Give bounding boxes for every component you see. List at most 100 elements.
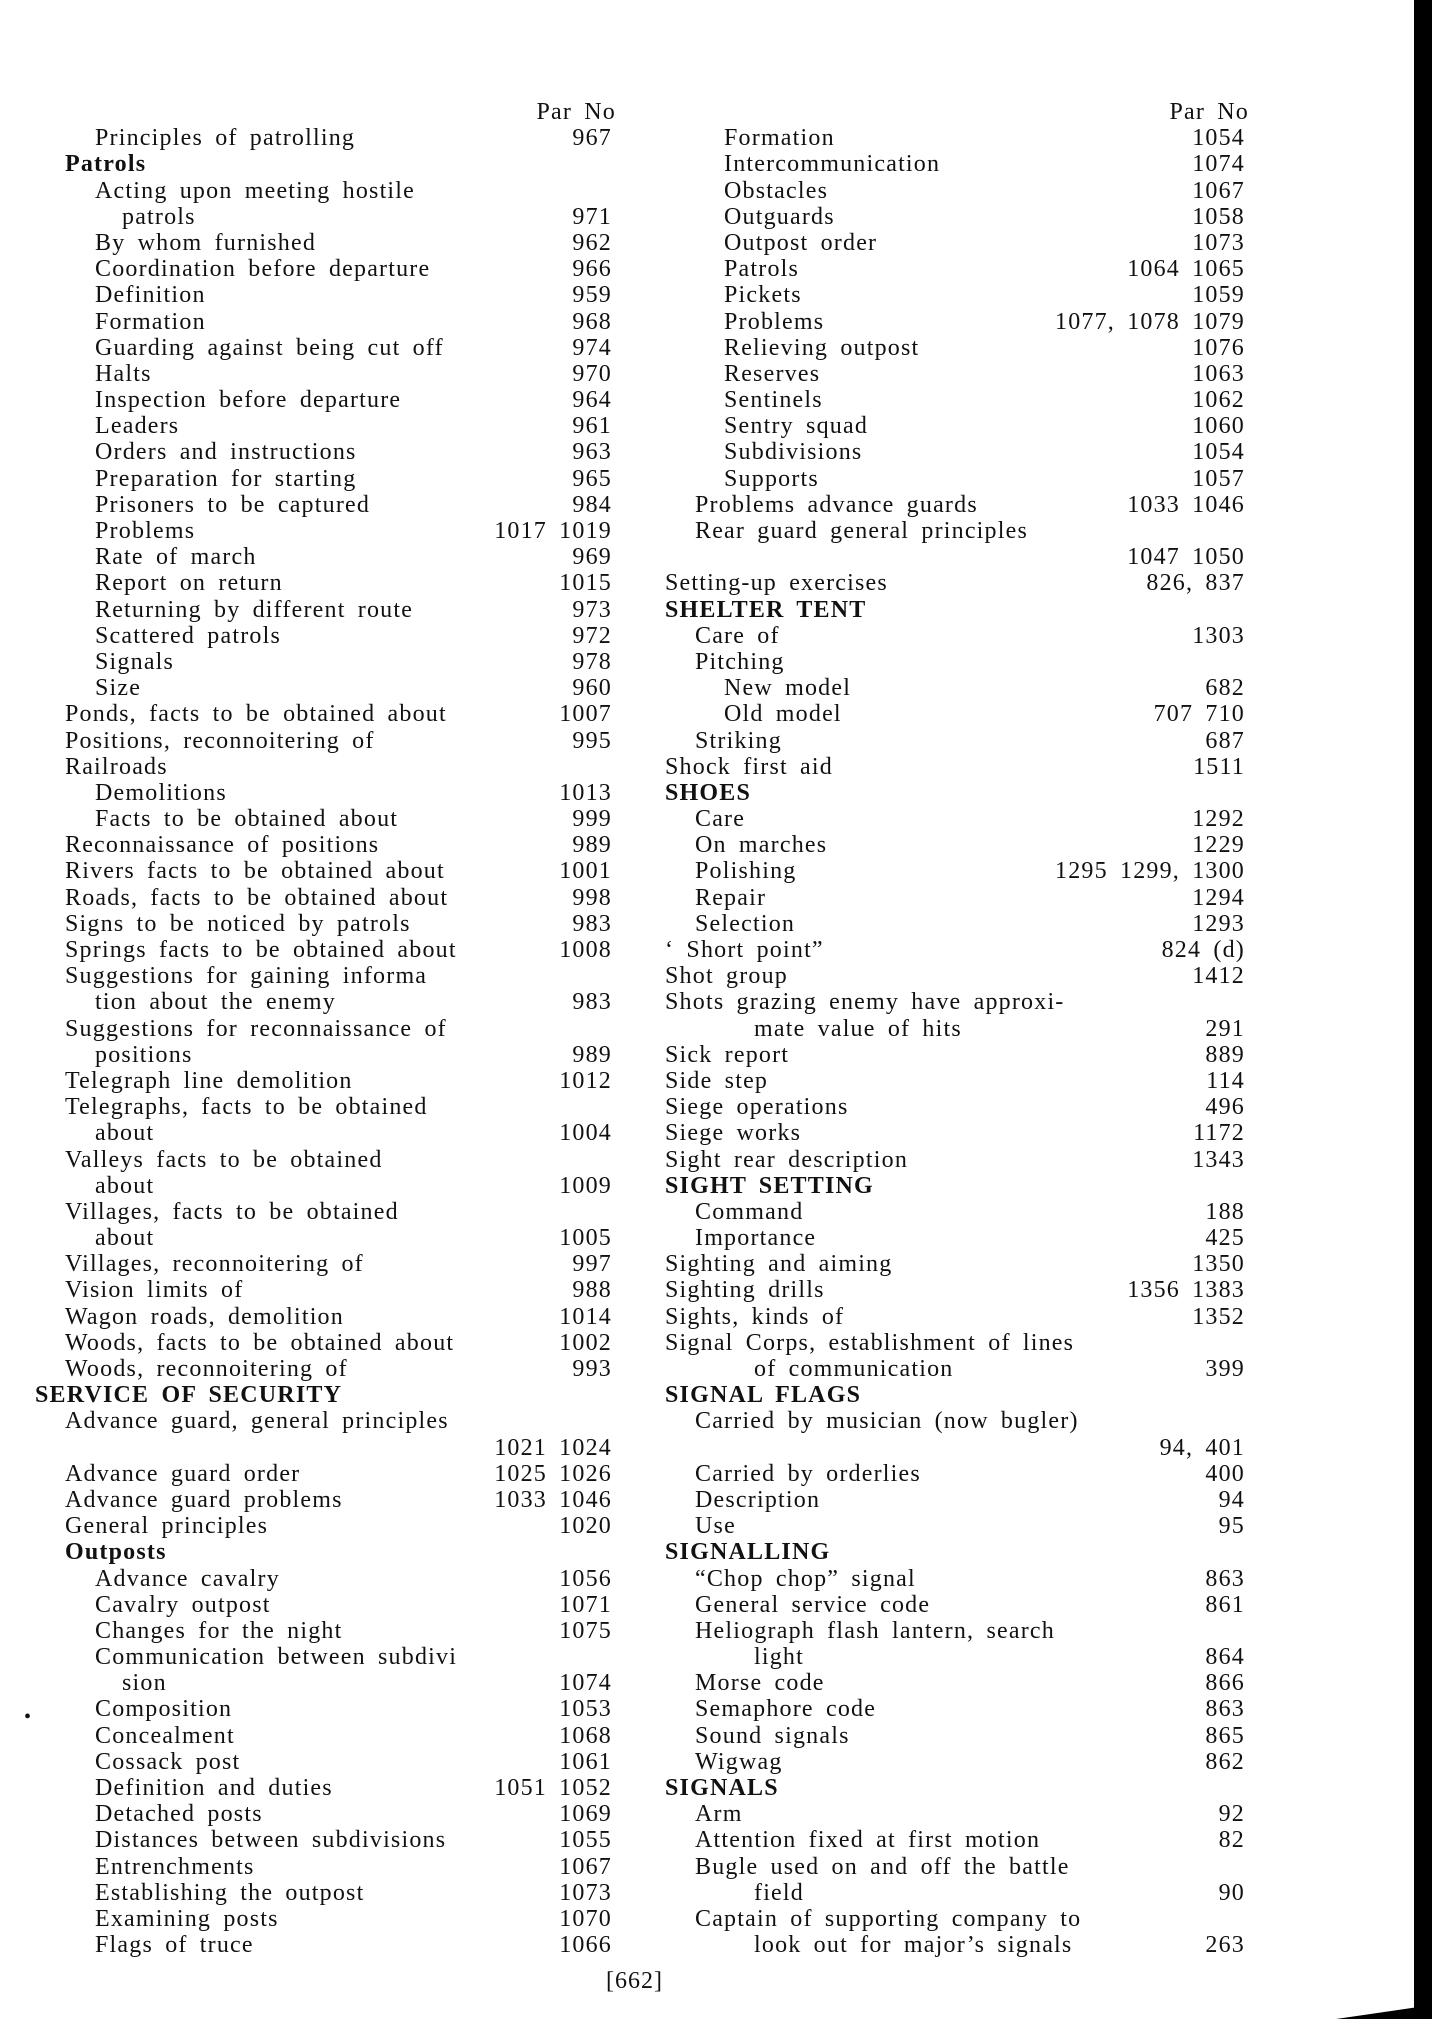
- paragraph-number: 973: [572, 596, 612, 623]
- paragraph-number: 961: [572, 413, 612, 440]
- index-entry: Selection 1293: [630, 911, 1245, 937]
- index-entry: Shots grazing enemy have approxi-: [630, 989, 1245, 1015]
- index-entry: Entrenchments 1067: [0, 1854, 612, 1880]
- entry-text: Halts: [95, 360, 152, 387]
- entry-text: Sound signals: [695, 1722, 850, 1749]
- paragraph-number: 95: [1218, 1513, 1245, 1540]
- index-entry: Positions, reconnoitering of 995: [0, 728, 612, 754]
- index-entry: Facts to be obtained about 999: [0, 806, 612, 832]
- entry-text: Demolitions: [95, 779, 227, 806]
- paragraph-number: 963: [572, 439, 612, 466]
- index-entry: Definition 959: [0, 282, 612, 308]
- paragraph-number: 1053: [559, 1696, 612, 1723]
- entry-text: about: [95, 1120, 155, 1147]
- index-entry: Reconnaissance of positions 989: [0, 832, 612, 858]
- paragraph-number: 863: [1205, 1696, 1245, 1723]
- index-entry: On marches 1229: [630, 832, 1245, 858]
- entry-text: Formation: [95, 308, 206, 335]
- paragraph-number: 82: [1218, 1827, 1245, 1854]
- index-entry: Care 1292: [630, 806, 1245, 832]
- index-entry: tion about the enemy 983: [0, 989, 612, 1015]
- index-entry: Setting-up exercises 826, 837: [630, 570, 1245, 596]
- index-entry: Care of 1303: [630, 623, 1245, 649]
- paragraph-number: 1229: [1192, 832, 1245, 859]
- paragraph-number: 1511: [1193, 753, 1245, 780]
- paragraph-number: 966: [572, 256, 612, 283]
- entry-text: Reconnaissance of positions: [65, 832, 380, 859]
- index-entry: Problems 1017 1019: [0, 518, 612, 544]
- paragraph-number: 1012: [559, 1067, 612, 1094]
- entry-text: Sighting and aiming: [665, 1251, 893, 1278]
- index-entry: Sound signals 865: [630, 1723, 1245, 1749]
- index-entry: Detached posts 1069: [0, 1801, 612, 1827]
- paragraph-number: 400: [1205, 1460, 1245, 1487]
- entry-text: Formation: [724, 125, 835, 152]
- entry-text: Villages, facts to be obtained: [65, 1198, 399, 1225]
- paragraph-number: 188: [1205, 1198, 1245, 1225]
- index-entry: Outpost order 1073: [630, 230, 1245, 256]
- paragraph-number: 1070: [559, 1905, 612, 1932]
- paragraph-number: 993: [572, 1356, 612, 1382]
- entry-text: Woods, reconnoitering of: [65, 1356, 348, 1382]
- paragraph-number: 687: [1205, 727, 1245, 754]
- index-entry: Sighting drills 1356 1383: [630, 1277, 1245, 1303]
- entry-text: Woods, facts to be obtained about: [65, 1329, 455, 1356]
- entry-text: Signals: [95, 648, 175, 675]
- entry-text: Rivers facts to be obtained about: [65, 858, 445, 885]
- entry-text: Establishing the outpost: [95, 1879, 365, 1906]
- index-entry: Communication between subdivi: [0, 1644, 612, 1670]
- index-entry: By whom furnished 962: [0, 230, 612, 256]
- entry-text: Sentry squad: [724, 413, 869, 440]
- entry-text: Flags of truce: [95, 1932, 254, 1959]
- paragraph-number: 1074: [559, 1670, 612, 1697]
- paragraph-number: 862: [1205, 1748, 1245, 1775]
- index-entry: Report on return 1015: [0, 570, 612, 596]
- entry-text: Rear guard general principles: [695, 518, 1029, 544]
- index-entry: Villages, facts to be obtained: [0, 1199, 612, 1225]
- entry-text: Ponds, facts to be obtained about: [65, 701, 447, 728]
- index-entry: Captain of supporting company to: [630, 1906, 1245, 1932]
- index-entry: Pickets 1059: [630, 282, 1245, 308]
- index-entry: Pitching: [630, 649, 1245, 675]
- entry-text: Definition and duties: [95, 1775, 333, 1801]
- index-entry: Suggestions for reconnaissance of: [0, 1016, 612, 1042]
- entry-text: Returning by different route: [95, 596, 414, 623]
- entry-text: Positions, reconnoitering of: [65, 727, 375, 754]
- index-entry: Roads, facts to be obtained about 998: [0, 885, 612, 911]
- index-entry: Morse code 866: [630, 1670, 1245, 1696]
- entry-text: Outpost order: [724, 229, 878, 256]
- index-heading: SIGNALLING: [630, 1539, 1245, 1565]
- paragraph-number: 972: [572, 622, 612, 649]
- entry-text: Patrols: [724, 256, 800, 283]
- index-entry: look out for major’s signals 263: [630, 1932, 1245, 1958]
- index-column-left: Par No Principles of patrolling 967 Patrols…: [0, 99, 615, 1959]
- index-entry: of communication 399: [630, 1356, 1245, 1382]
- paragraph-number: 1009: [559, 1172, 612, 1199]
- index-entry: Bugle used on and off the battle: [630, 1854, 1245, 1880]
- entry-text: SHOES: [665, 779, 752, 806]
- entry-text: Importance: [695, 1225, 817, 1252]
- index-entry: ‘ Short point” 824 (d): [630, 937, 1245, 963]
- index-entry: Advance guard problems 1033 1046: [0, 1487, 612, 1513]
- index-entry: Signals 978: [0, 649, 612, 675]
- index-entry: Problems 1077, 1078 1079: [630, 309, 1245, 335]
- index-entry: Sentinels 1062: [630, 387, 1245, 413]
- paragraph-number: 1292: [1192, 806, 1245, 833]
- paragraph-number: 1015: [559, 570, 612, 597]
- entry-text: Size: [95, 675, 142, 702]
- index-entry: General principles 1020: [0, 1513, 612, 1539]
- index-entry: patrols 971: [0, 204, 612, 230]
- index-entry: Polishing 1295 1299, 1300: [630, 858, 1245, 884]
- entry-text: On marches: [695, 832, 828, 859]
- index-entry: Wigwag 862: [630, 1749, 1245, 1775]
- entry-text: Patrols: [65, 151, 147, 178]
- paragraph-number: 1076: [1192, 334, 1245, 361]
- paragraph-number: 1059: [1192, 282, 1245, 309]
- index-entry: Changes for the night 1075: [0, 1618, 612, 1644]
- paragraph-number: 978: [572, 648, 612, 675]
- paragraph-number: 1303: [1192, 622, 1245, 649]
- index-entry: Patrols 1064 1065: [630, 256, 1245, 282]
- entry-text: Orders and instructions: [95, 439, 357, 466]
- index-entry: Sighting and aiming 1350: [630, 1251, 1245, 1277]
- index-entry: Command 188: [630, 1199, 1245, 1225]
